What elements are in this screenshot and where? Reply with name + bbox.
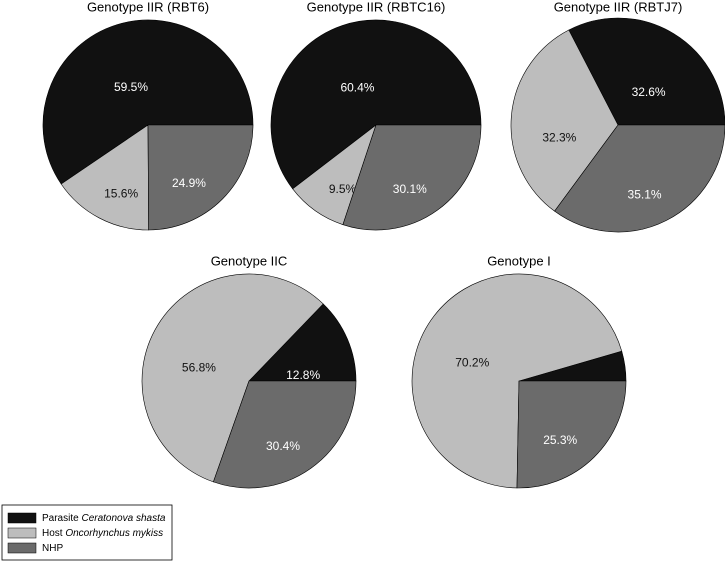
pie-slice [411,273,623,489]
legend-species: Ceratonova shasta [81,513,165,524]
pie-slice [141,273,324,483]
slice-label: 70.2% [455,355,489,369]
pie-title: Genotype I [487,253,551,268]
pie-slice [42,19,254,185]
legend-text: Host [42,528,63,539]
pie-slice [60,124,149,231]
slice-label: 12.8% [286,368,320,382]
pie-title: Genotype IIC [211,253,288,268]
pie-slice [568,17,725,126]
legend-species: Oncorhynchus mykiss [65,528,163,539]
slice-label: 9.5% [329,182,357,196]
slice-label: 30.4% [266,439,300,453]
legend-text: NHP [42,543,63,554]
legend-swatch [7,542,37,554]
slice-label: 25.3% [543,433,577,447]
pie-title: Genotype IIR (RBT6) [87,0,209,14]
pie-title: Genotype IIR (RBTJ7) [554,0,683,14]
slice-label: 24.9% [172,176,206,190]
pie-slice [516,380,627,489]
legend-text: Parasite [42,513,79,524]
slice-label: 32.3% [542,131,576,145]
slice-label: 59.5% [114,80,148,94]
pie-title: Genotype IIR (RBTC16) [307,0,446,14]
slice-label: 32.6% [632,85,666,99]
pie-slice [213,380,357,489]
pie-slice [554,124,725,233]
slice-label: 35.1% [628,188,662,202]
slice-label: 15.6% [104,186,138,200]
slice-label: 30.1% [393,182,427,196]
legend-label: Parasite Ceratonova shasta [42,513,166,524]
pie-slice [270,19,482,190]
slice-label: 56.8% [182,360,216,374]
pie-slice [147,124,254,231]
legend-label: Host Oncorhynchus mykiss [42,528,163,539]
slice-label: 60.4% [340,80,374,94]
pie-slice [248,303,357,382]
legend-swatch [7,527,37,539]
legend-swatch [7,512,37,524]
pie-slice [510,29,619,212]
pie-slice [342,124,482,231]
legend-label: NHP [42,543,63,554]
